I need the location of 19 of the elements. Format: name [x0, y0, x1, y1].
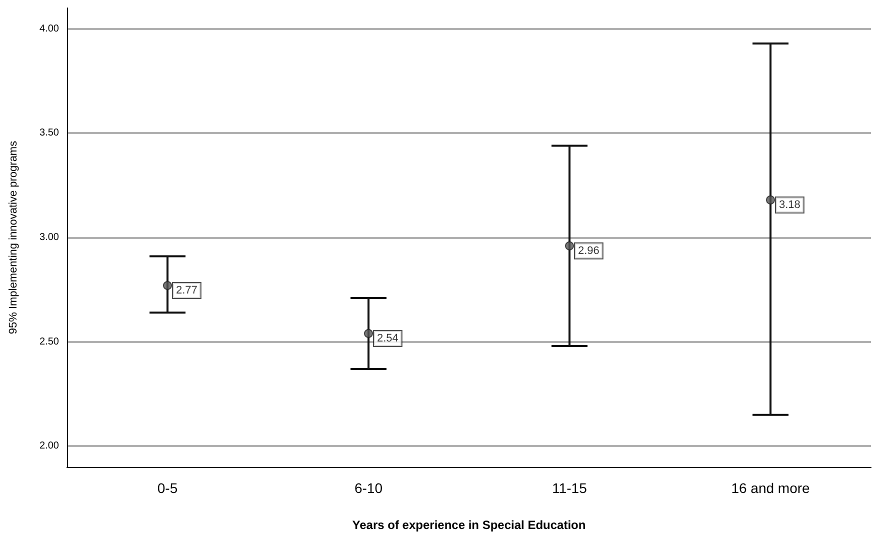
y-tick-label: 2.50 [40, 336, 60, 348]
y-tick-label: 4.00 [40, 23, 60, 34]
y-tick-label: 3.50 [40, 128, 60, 139]
x-tick-label: 0-5 [157, 480, 178, 496]
data-label: 2.77 [176, 284, 198, 296]
x-tick-label: 11-15 [552, 480, 588, 496]
y-tick-label: 3.00 [40, 232, 60, 243]
point [364, 328, 373, 338]
data-label: 3.18 [779, 198, 800, 211]
y-tick-label: 2.00 [40, 440, 60, 452]
point [766, 195, 775, 204]
x-tick-label: 6-10 [354, 480, 383, 496]
x-tick-label: 16 and more [731, 480, 810, 496]
data-label: 2.96 [578, 244, 600, 257]
x-axis-title: Years of experience in Special Education [352, 518, 586, 532]
y-axis-title: 95% Implementing innovative programs [8, 140, 20, 334]
point [565, 241, 574, 250]
point [163, 280, 172, 290]
data-label: 2.54 [377, 332, 398, 344]
